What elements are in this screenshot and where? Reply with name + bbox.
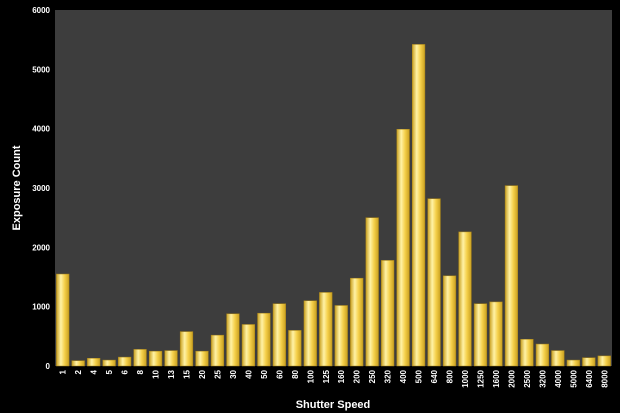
bar	[551, 350, 565, 367]
bar	[504, 185, 519, 367]
x-tick-label: 5	[105, 369, 114, 374]
x-tick-label: 50	[260, 369, 269, 378]
bar	[582, 357, 596, 367]
bar	[257, 312, 271, 367]
x-tick-label: 10	[152, 369, 161, 378]
x-tick-label: 1600	[492, 369, 501, 387]
y-tick-label: 3000	[32, 184, 50, 193]
x-tick-label: 15	[183, 369, 192, 378]
x-tick-label: 6400	[585, 369, 594, 387]
x-tick-label: 2	[74, 369, 83, 374]
bar	[164, 350, 178, 367]
x-tick-label: 1000	[461, 369, 470, 387]
bar	[365, 217, 379, 367]
x-tick-label: 200	[353, 369, 362, 383]
y-tick-label: 2000	[32, 243, 50, 252]
x-tick-label: 800	[446, 369, 455, 383]
x-tick-label: 250	[368, 369, 377, 383]
x-axis-title: Shutter Speed	[296, 399, 371, 411]
bar	[288, 330, 302, 367]
bar	[195, 350, 209, 367]
x-tick-label: 30	[229, 369, 238, 378]
bar	[210, 334, 225, 367]
x-tick-label: 60	[275, 369, 284, 378]
y-tick-label: 1000	[32, 303, 50, 312]
x-tick-label: 8	[136, 369, 145, 374]
plot-area	[55, 10, 612, 366]
x-axis: 1 2 4 5 6 8 10 13 15 20 25 30 40 50 60 80 100 125 160 200 25…	[59, 369, 610, 387]
x-tick-label: 1250	[476, 369, 485, 387]
x-tick-label: 80	[291, 369, 300, 378]
bar	[381, 260, 395, 367]
bar	[442, 275, 457, 367]
bar	[566, 359, 580, 367]
bar	[412, 44, 426, 367]
x-tick-label: 6	[121, 369, 130, 374]
y-axis-title: Exposure Count	[11, 145, 23, 230]
bar	[241, 324, 255, 367]
bar	[133, 349, 147, 367]
bar	[597, 355, 611, 367]
bar	[489, 301, 503, 367]
x-tick-label: 500	[415, 369, 424, 383]
bar	[226, 313, 240, 367]
x-tick-label: 5000	[569, 369, 578, 387]
y-axis: 0 1000 2000 3000 4000 5000 6000	[32, 6, 50, 371]
x-tick-label: 25	[213, 369, 222, 378]
x-tick-label: 40	[244, 369, 253, 378]
bar	[473, 303, 488, 367]
x-tick-label: 3200	[538, 369, 547, 387]
x-tick-label: 4	[90, 369, 99, 374]
bar	[535, 343, 549, 367]
x-tick-label: 4000	[554, 369, 563, 387]
bar	[118, 356, 132, 367]
bar	[520, 339, 534, 367]
bar	[87, 358, 101, 367]
bar	[427, 198, 441, 367]
x-tick-label: 125	[322, 369, 331, 383]
bar	[56, 273, 70, 367]
bar	[458, 231, 472, 367]
x-tick-label: 20	[198, 369, 207, 378]
bar	[148, 350, 163, 367]
x-tick-label: 1	[59, 369, 68, 374]
x-tick-label: 400	[399, 369, 408, 383]
bar	[350, 277, 364, 367]
y-tick-label: 5000	[32, 65, 50, 74]
y-tick-label: 6000	[32, 6, 50, 15]
y-tick-label: 4000	[32, 125, 50, 134]
bar	[179, 331, 194, 367]
x-tick-label: 13	[167, 369, 176, 378]
x-tick-label: 8000	[600, 369, 609, 387]
x-tick-label: 100	[306, 369, 315, 383]
bar-series	[56, 44, 611, 367]
y-tick-label: 0	[46, 362, 51, 371]
bar	[303, 300, 317, 367]
bar	[71, 360, 85, 367]
x-tick-label: 320	[384, 369, 393, 383]
bar	[319, 292, 333, 367]
x-tick-label: 160	[337, 369, 346, 383]
x-tick-label: 640	[430, 369, 439, 383]
bar	[334, 305, 348, 367]
x-tick-label: 2500	[523, 369, 532, 387]
bar	[272, 303, 286, 367]
bar	[396, 129, 410, 367]
bar	[102, 359, 116, 367]
x-tick-label: 2000	[507, 369, 516, 387]
